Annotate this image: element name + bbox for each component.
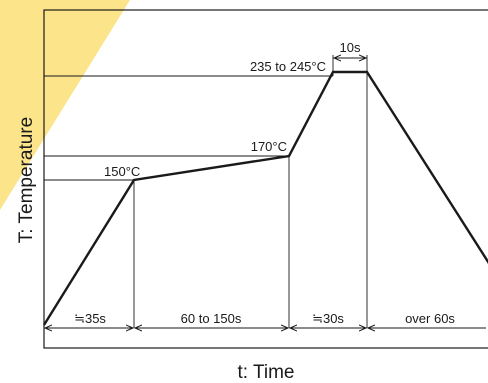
y-axis-label: T: Temperature <box>16 117 37 243</box>
duration-label-ramp-to-peak: ≒30s <box>312 311 344 326</box>
temp-label-peak: 235 to 245°C <box>250 59 326 74</box>
x-axis-label: t: Time <box>237 362 294 383</box>
peak-duration-label: 10s <box>340 40 361 55</box>
duration-label-preheat: 60 to 150s <box>181 311 242 326</box>
corner-accent <box>0 0 130 210</box>
duration-label-ramp-up: ≒35s <box>74 311 106 326</box>
temp-label-150: 150°C <box>104 164 140 179</box>
plot-frame <box>43 9 488 349</box>
duration-label-cool-down: over 60s <box>405 311 455 326</box>
temp-label-170: 170°C <box>251 139 287 154</box>
temperature-profile-line <box>42 70 488 326</box>
